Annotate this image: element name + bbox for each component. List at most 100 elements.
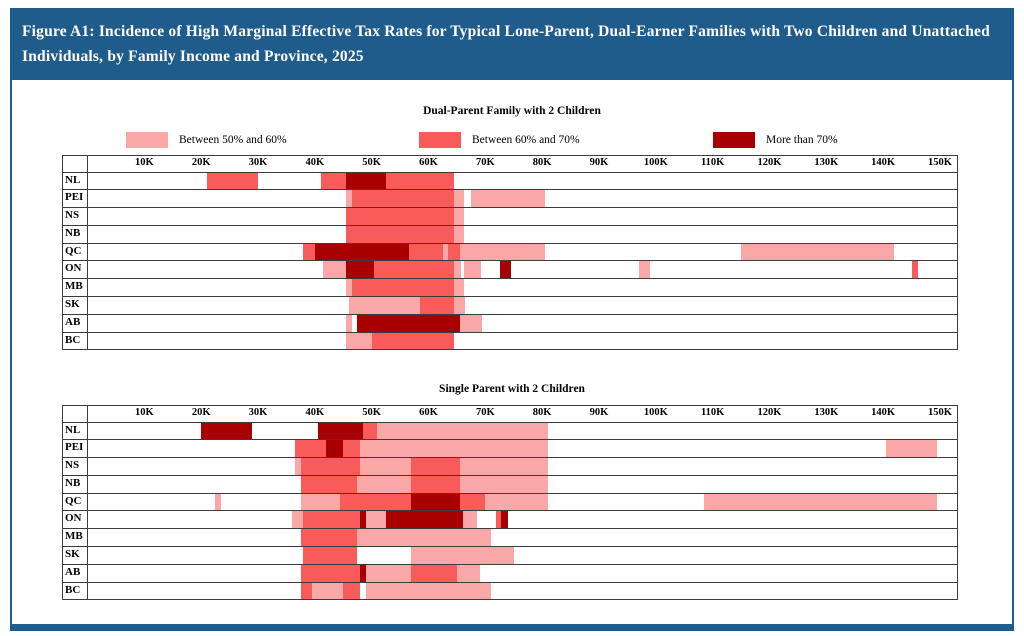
axis-tick-label: 80K	[532, 407, 552, 418]
band-mid	[340, 493, 412, 511]
figure-title: Figure A1: Incidence of High Marginal Ef…	[22, 23, 990, 65]
chart-title-dual-parent: Dual-Parent Family with 2 Children	[423, 105, 601, 117]
province-row: SK	[63, 546, 957, 564]
band-light	[638, 261, 651, 279]
province-row: QC	[63, 492, 957, 511]
band-light	[348, 297, 420, 314]
province-label: NL	[63, 422, 88, 440]
axis-tick-label: 90K	[589, 157, 609, 168]
legend: Between 50% and 60% Between 60% and 70% …	[0, 132, 1024, 149]
band-light	[442, 243, 449, 261]
band-light	[885, 440, 938, 458]
province-label: QC	[63, 243, 88, 261]
axis-tick-label: 20K	[191, 157, 211, 168]
band-dark	[501, 511, 509, 529]
axis-tick-label: 40K	[305, 157, 325, 168]
band-mid	[363, 422, 378, 440]
province-row: NB	[63, 474, 958, 493]
province-label: NL	[63, 172, 88, 190]
province-row: BC	[63, 581, 958, 600]
band-mid	[346, 225, 455, 243]
band-light	[357, 475, 412, 493]
legend-item: Between 60% and 70%	[419, 132, 580, 148]
province-row: PEI	[63, 189, 957, 208]
legend-label: Between 60% and 70%	[472, 134, 580, 146]
band-light	[377, 422, 548, 440]
row-track	[88, 332, 958, 350]
band-mid	[448, 243, 460, 261]
band-light	[300, 493, 341, 511]
axis-tick-label: 120K	[757, 157, 782, 168]
band-mid	[495, 511, 502, 529]
band-mid	[300, 564, 361, 582]
legend-swatch-dark	[713, 132, 755, 148]
band-light	[459, 314, 483, 332]
band-mid	[374, 261, 455, 279]
province-row: MB	[63, 278, 957, 297]
band-mid	[371, 332, 455, 350]
legend-swatch-light	[126, 132, 168, 148]
band-mid	[419, 297, 455, 314]
band-light	[346, 279, 352, 297]
band-mid	[303, 547, 358, 564]
province-row: ON	[63, 510, 957, 529]
axis-corner-cell	[63, 406, 88, 422]
row-track	[88, 422, 958, 440]
axis-tick-label: 110K	[700, 407, 725, 418]
band-light	[292, 511, 304, 529]
row-track	[88, 475, 958, 493]
province-row: AB	[63, 313, 958, 332]
province-row: MB	[63, 528, 957, 547]
band-dark	[346, 172, 386, 190]
row-track	[88, 261, 958, 279]
row-track	[88, 297, 958, 314]
band-mid	[411, 564, 457, 582]
band-dark	[499, 261, 511, 279]
province-label: NS	[63, 208, 88, 225]
row-track	[88, 458, 958, 475]
axis-tick-label: 70K	[475, 157, 495, 168]
province-row: SK	[63, 296, 957, 314]
band-light	[459, 458, 548, 475]
band-dark	[346, 261, 375, 279]
band-mid	[346, 208, 455, 225]
province-row: ON	[63, 260, 958, 279]
axis-tick-label: 70K	[475, 407, 495, 418]
axis-tick-label: 100K	[643, 407, 668, 418]
band-light	[323, 261, 347, 279]
province-label: PEI	[63, 440, 88, 458]
band-mid	[300, 475, 358, 493]
band-dark	[360, 564, 366, 582]
legend-label: More than 70%	[766, 134, 838, 146]
province-row: NS	[63, 207, 957, 225]
band-light	[311, 582, 344, 600]
axis-tick-label: 50K	[362, 407, 381, 418]
band-mid	[351, 279, 455, 297]
band-light	[346, 314, 352, 332]
axis-tick-label: 20K	[191, 407, 211, 418]
band-light	[454, 190, 465, 208]
province-label: BC	[63, 582, 88, 600]
band-light	[365, 511, 386, 529]
band-light	[454, 279, 465, 297]
band-light	[357, 529, 491, 547]
axis-header-row: 10K 20K 30K 40K 50K 60K 70K 80K 90K 100K 110K 120K 1…	[63, 406, 957, 422]
band-light	[456, 564, 480, 582]
axis-track: 10K 20K 30K 40K 50K 60K 70K 80K 90K 100K 110K 120K 1…	[88, 156, 958, 172]
axis-tick-label: 60K	[419, 157, 438, 168]
row-track	[88, 564, 958, 582]
band-dark	[326, 440, 344, 458]
province-label: BC	[63, 332, 88, 350]
row-track	[88, 314, 958, 332]
axis-tick-label: 140K	[871, 407, 896, 418]
band-dark	[385, 511, 463, 529]
band-dark	[314, 243, 409, 261]
dual-parent-chart: 10K 20K 30K 40K 50K 60K 70K 80K 90K 100K 110K 120K 1…	[62, 155, 958, 351]
row-track	[88, 582, 958, 600]
band-light	[215, 493, 222, 511]
axis-tick-label: 140K	[871, 157, 896, 168]
band-light	[485, 493, 548, 511]
band-light	[294, 458, 301, 475]
band-light	[365, 582, 491, 600]
